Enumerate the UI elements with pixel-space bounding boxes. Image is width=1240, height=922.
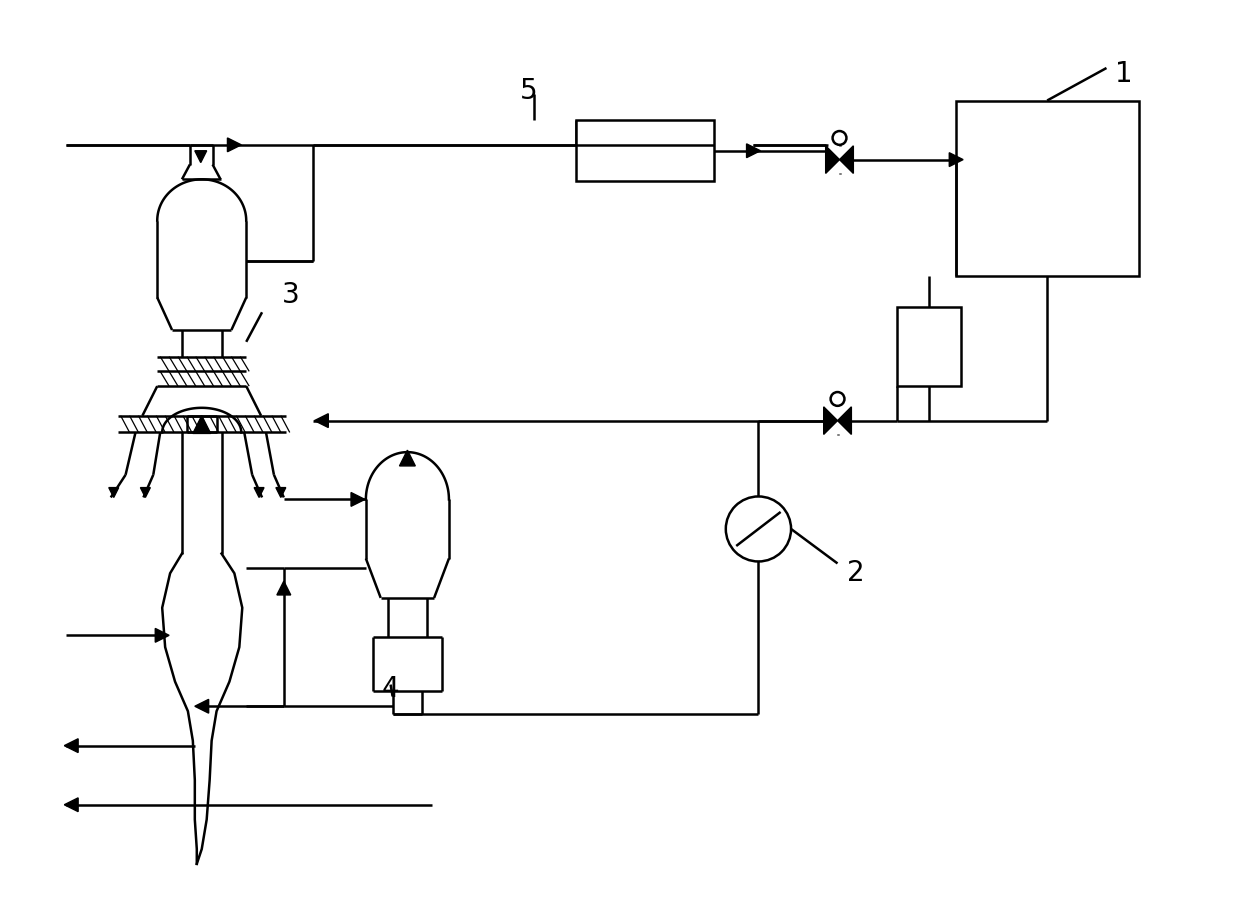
Text: 4: 4: [382, 675, 399, 703]
Text: 5: 5: [521, 77, 538, 105]
Bar: [575, 120, 714, 182]
Polygon shape: [351, 492, 365, 506]
Polygon shape: [254, 488, 264, 498]
Polygon shape: [399, 450, 415, 466]
Polygon shape: [195, 700, 208, 713]
Polygon shape: [64, 739, 78, 752]
Polygon shape: [315, 414, 329, 428]
Polygon shape: [950, 153, 963, 167]
Polygon shape: [839, 146, 853, 173]
Polygon shape: [746, 144, 760, 158]
Text: 3: 3: [281, 280, 300, 309]
Text: 2: 2: [847, 560, 864, 587]
Polygon shape: [64, 798, 78, 811]
Polygon shape: [193, 416, 211, 433]
Polygon shape: [275, 488, 285, 498]
Polygon shape: [823, 407, 837, 434]
Polygon shape: [155, 629, 169, 643]
Bar: [897, 307, 961, 386]
Polygon shape: [140, 488, 150, 498]
Polygon shape: [227, 138, 242, 152]
Polygon shape: [195, 150, 207, 162]
Polygon shape: [826, 146, 839, 173]
Polygon shape: [277, 581, 290, 595]
Polygon shape: [109, 488, 119, 498]
Bar: [956, 100, 1140, 276]
Polygon shape: [837, 407, 852, 434]
Text: 1: 1: [1116, 60, 1133, 88]
